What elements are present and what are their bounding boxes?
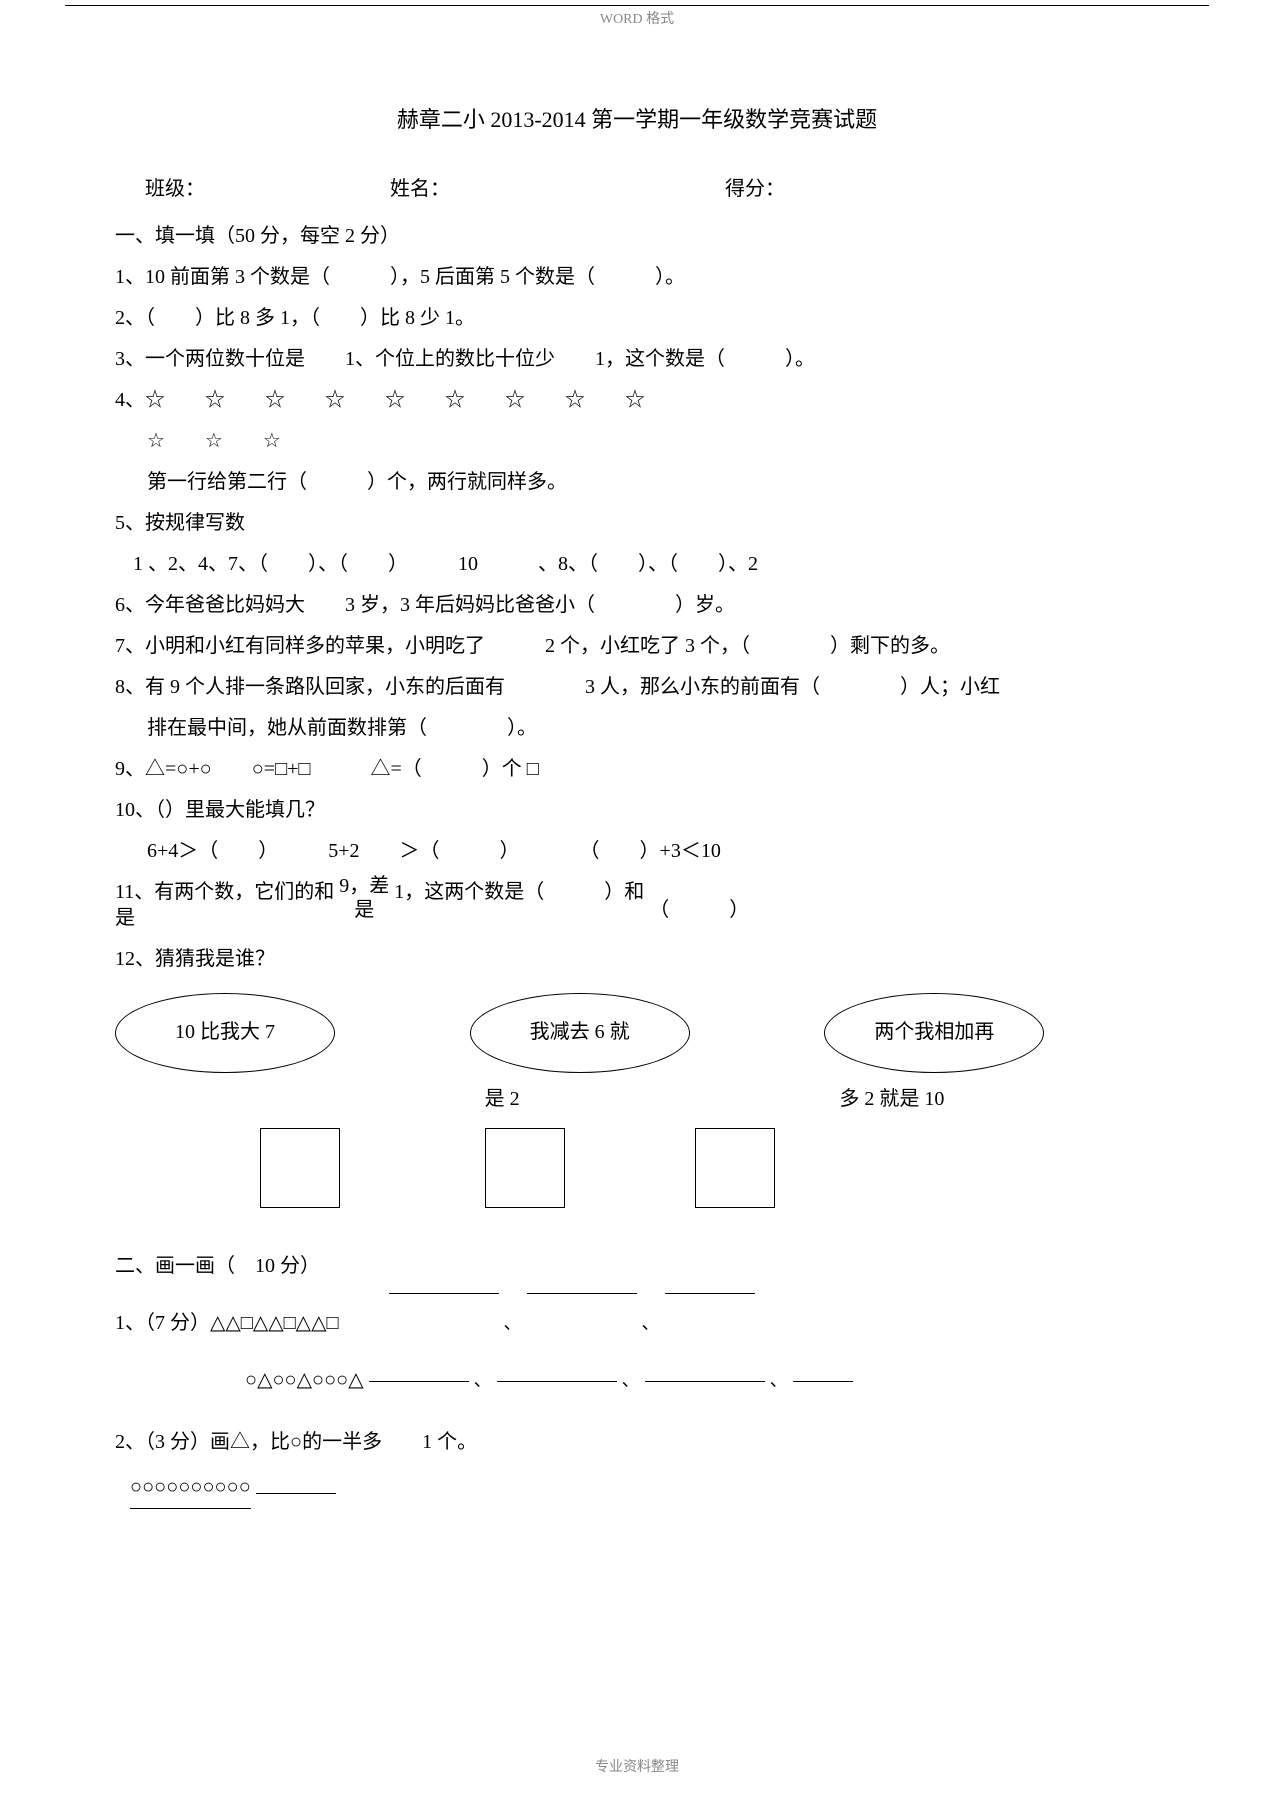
riddle2-ellipse: 我减去 6 就 [470,993,690,1073]
s2-q1-line1: 1、（7 分）△△□△△□△△□ 、 、 [115,1305,1159,1342]
riddle1: 10 比我大 7 [115,993,450,1118]
document-content: 赫章二小 2013-2014 第一学期一年级数学竞赛试题 班级： 姓名： 得分：… [115,100,1159,1513]
blank [645,1381,765,1382]
s2-q2: 2、（3 分）画△，比○的一半多 1 个。 [115,1424,1159,1461]
q3: 3、一个两位数十位是 1、个位上的数比十位少 1，这个数是（ ）。 [115,341,1159,378]
riddle3-sub: 多 2 就是 10 [824,1081,1159,1118]
exam-title: 赫章二小 2013-2014 第一学期一年级数学竞赛试题 [115,100,1159,141]
blank [793,1381,853,1382]
section1-heading: 一、填一填（50 分，每空 2 分） [115,218,1159,255]
q8a: 8、有 9 个人排一条路队回家，小东的后面有 3 人，那么小东的前面有（ ）人；… [115,669,1159,706]
s2-q1-label: 1、（7 分） [115,1305,210,1342]
answer-box-row [115,1128,1159,1208]
footer-watermark: 专业资料整理 [595,1756,679,1776]
riddle3: 两个我相加再 多 2 就是 10 [824,993,1159,1118]
riddle3-ellipse: 两个我相加再 [824,993,1044,1073]
q7: 7、小明和小红有同样多的苹果，小明吃了 2 个，小红吃了 3 个，（ ）剩下的多… [115,628,1159,665]
q2: 2、（ ）比 8 多 1，（ ）比 8 少 1。 [115,300,1159,337]
q12: 12、猜猜我是谁？ [115,941,1159,978]
q4-text: 第一行给第二行（ ）个，两行就同样多。 [115,464,1159,501]
blank [527,1293,637,1294]
section2-heading: 二、画一画（ 10 分） [115,1248,1159,1285]
s2-q1-pattern1: △△□△△□△△□ [210,1305,339,1342]
q11-stack1: 9，差 是 [339,874,389,922]
riddle-row: 10 比我大 7 我减去 6 就 是 2 两个我相加再 多 2 就是 10 [115,993,1159,1118]
class-label: 班级： [145,171,385,208]
score-label: 得分： [725,171,785,208]
q1: 1、10 前面第 3 个数是（ ），5 后面第 5 个数是（ ）。 [115,259,1159,296]
riddle2-sub: 是 2 [470,1081,805,1118]
riddle2: 我减去 6 就 是 2 [470,993,805,1118]
blank [369,1381,469,1382]
s2-q2-circles: ○○○○○○○○○○ [130,1469,251,1509]
blank [497,1381,617,1382]
q11-p1: 11、有两个数，它们的和 [115,874,334,911]
q5-seq: 1 、2、4、7、（ ）、（ ） 10 、8、（ ）、（ ）、2 [115,546,1159,583]
q4-row2: ☆ ☆ ☆ [115,423,1159,460]
q5: 5、按规律写数 [115,505,1159,542]
q11-p2: 1，这两个数是（ ）和 [394,874,644,911]
info-row: 班级： 姓名： 得分： [115,171,1159,208]
name-label: 姓名： [390,171,720,208]
answer-box-3 [695,1128,775,1208]
answer-box-2 [485,1128,565,1208]
blank [665,1293,755,1294]
s2-q2-circles-row: ○○○○○○○○○○ [115,1469,1159,1509]
q11: 11、有两个数，它们的和 9，差 是 1，这两个数是（ ）和 （ ） （ ） [115,874,1159,922]
q6: 6、今年爸爸比妈妈大 3 岁，3 年后妈妈比爸爸小（ ）岁。 [115,587,1159,624]
q11-stack2: （ ） （ ） [649,874,729,922]
q4-row1: 4、☆ ☆ ☆ ☆ ☆ ☆ ☆ ☆ ☆ [115,382,1159,419]
header-watermark: WORD 格式 [600,8,674,28]
q9: 9、△=○+○ ○=□+□ △=（ ）个 □ [115,751,1159,788]
blank [256,1493,336,1494]
q8b: 排在最中间，她从前面数排第（ ）。 [115,710,1159,747]
q10: 10、（）里最大能填几？ [115,792,1159,829]
s2-q1-pattern2: ○△○○△○○○△ [245,1362,364,1399]
blank [389,1293,499,1294]
riddle1-ellipse: 10 比我大 7 [115,993,335,1073]
q10a: 6+4＞（ ） 5+2 ＞（ ） （ ）+3＜10 [115,833,1159,870]
s2-q1-line2: ○△○○△○○○△ 、 、 、 [115,1362,1159,1399]
answer-box-1 [260,1128,340,1208]
